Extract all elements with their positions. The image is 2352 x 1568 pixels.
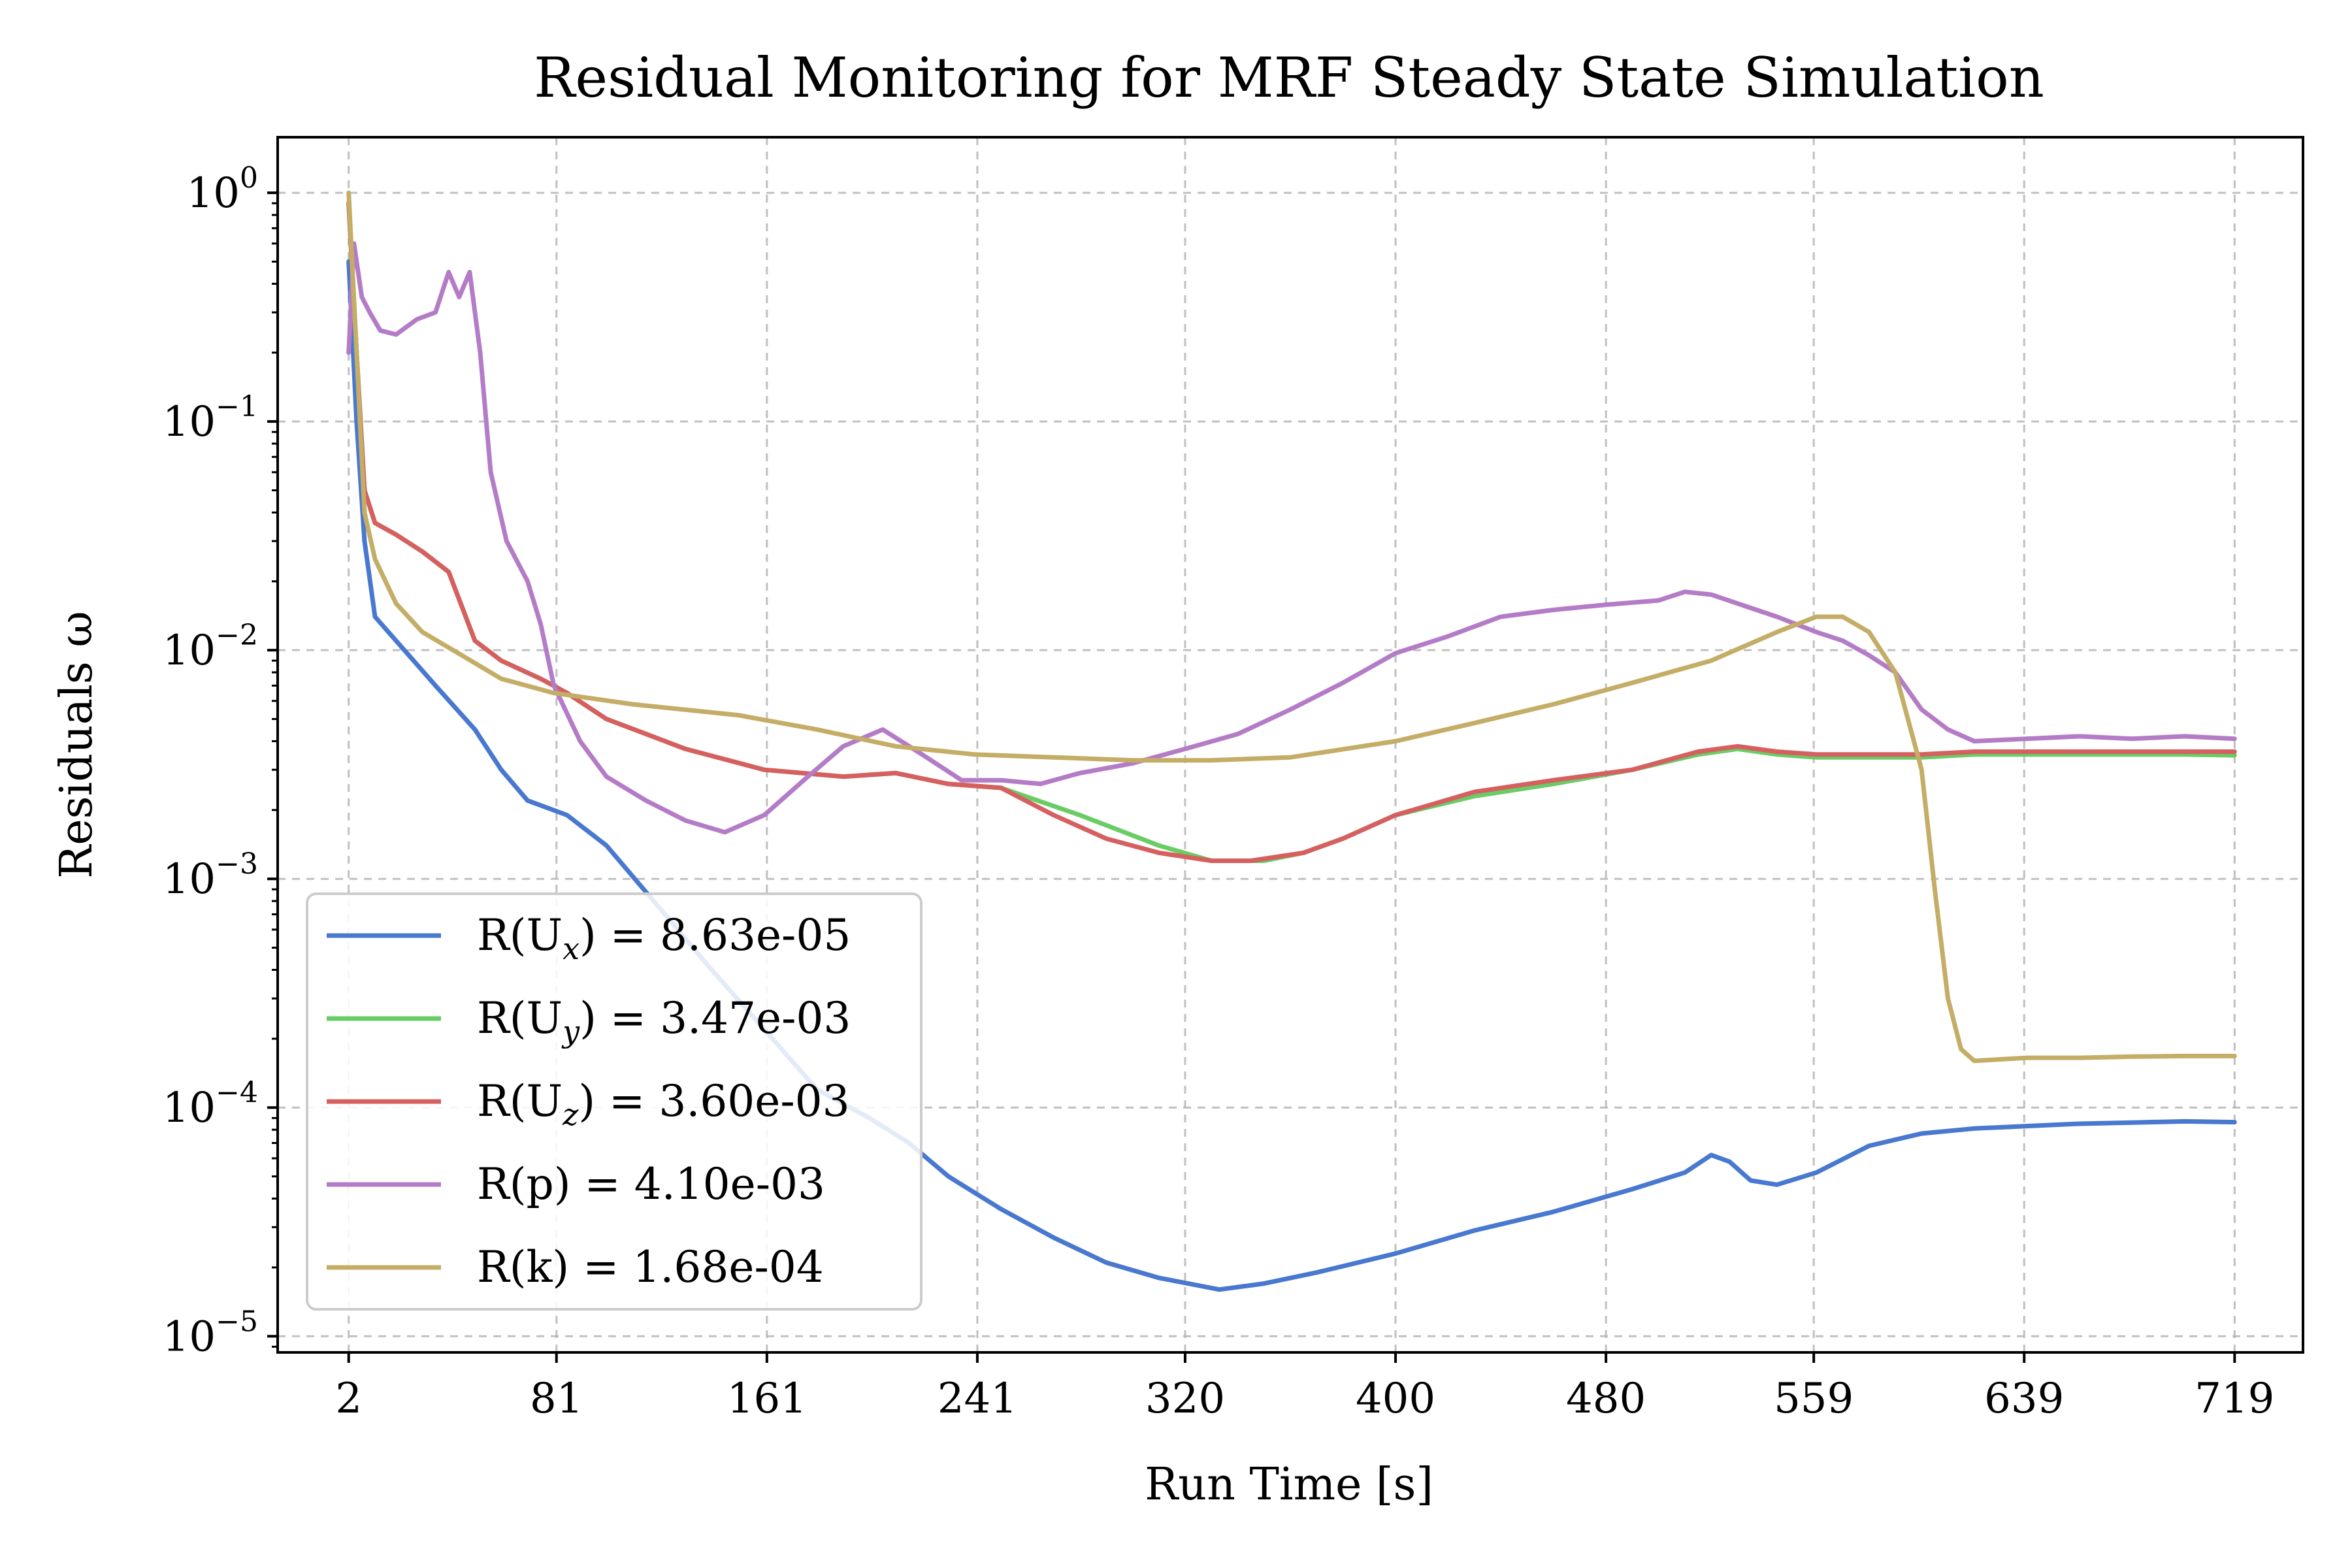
legend-entry-2: R(Uz) = 3.60e-03 (477, 1076, 850, 1132)
legend-text-main: R(k) = 1.68e-04 (477, 1242, 824, 1292)
legend-entry-3: R(p) = 4.10e-03 (477, 1159, 825, 1209)
x-tick-label: 639 (1984, 1375, 2064, 1423)
x-tick-label: 559 (1774, 1375, 1854, 1423)
series-lines (346, 190, 2237, 1292)
legend: R(Ux) = 8.63e-05R(Uy) = 3.47e-03R(Uz) = … (306, 892, 923, 1311)
series-line-4 (346, 190, 2237, 1064)
legend-entry-4: R(k) = 1.68e-04 (477, 1242, 824, 1292)
legend-text-value: ) = 8.63e-05 (580, 910, 851, 960)
y-tick-base: 10 (163, 627, 216, 675)
y-tick-base: 10 (163, 398, 216, 446)
series-line-0 (346, 259, 2237, 1292)
x-axis-label: Run Time [s] (1145, 1459, 1433, 1511)
y-tick-label: 10−4 (163, 1076, 258, 1132)
y-tick-base: 10 (163, 1084, 216, 1132)
x-tick-label: 320 (1145, 1375, 1225, 1423)
x-tick-label: 81 (530, 1375, 583, 1423)
y-tick-exponent: −3 (216, 847, 258, 881)
legend-entry-1: R(Uy) = 3.47e-03 (477, 993, 851, 1049)
legend-text-sub: z (562, 1097, 579, 1132)
chart-title: Residual Monitoring for MRF Steady State… (534, 46, 2044, 110)
x-tick-label: 161 (727, 1375, 807, 1423)
x-axis-ticks: 2 81 161 241 320 400 480 559 639 719 (335, 1352, 2274, 1423)
legend-text-main: R(U (477, 910, 563, 960)
y-tick-exponent: −2 (216, 619, 258, 652)
x-tick-label: 480 (1566, 1375, 1646, 1423)
series-line-1 (346, 201, 2237, 863)
legend-text-sub: x (563, 931, 580, 966)
x-tick-label: 719 (2195, 1375, 2274, 1423)
y-tick-label: 10−3 (163, 847, 258, 904)
x-tick-label: 241 (938, 1375, 1017, 1423)
y-tick-label: 10−5 (163, 1305, 258, 1361)
y-tick-label: 10−2 (163, 619, 258, 675)
x-tick-label: 400 (1356, 1375, 1435, 1423)
y-tick-base: 10 (163, 855, 216, 904)
legend-text-main: R(U (477, 1076, 563, 1126)
legend-text-sub: y (561, 1014, 580, 1049)
series-line-3 (346, 241, 2237, 835)
legend-box (306, 892, 923, 1311)
y-axis-label: Residuals ω (51, 611, 103, 879)
y-tick-exponent: −5 (216, 1305, 258, 1338)
legend-text-value: ) = 3.60e-03 (578, 1076, 849, 1126)
y-tick-exponent: −1 (216, 390, 258, 423)
x-tick-label: 2 (335, 1375, 362, 1423)
y-tick-base: 10 (187, 169, 240, 218)
y-tick-base: 10 (163, 1313, 216, 1361)
grid-lines (278, 137, 2303, 1352)
y-tick-label: 100 (187, 161, 258, 218)
y-tick-label: 10−1 (163, 390, 258, 446)
legend-entry-0: R(Ux) = 8.63e-05 (477, 910, 851, 966)
y-tick-exponent: 0 (240, 161, 258, 195)
plot-frame (276, 136, 2304, 1354)
series-line-2 (346, 201, 2237, 863)
legend-text-value: ) = 3.47e-03 (580, 993, 851, 1043)
legend-text-main: R(p) = 4.10e-03 (477, 1159, 825, 1209)
y-tick-exponent: −4 (216, 1076, 258, 1109)
legend-text-main: R(U (477, 993, 563, 1043)
